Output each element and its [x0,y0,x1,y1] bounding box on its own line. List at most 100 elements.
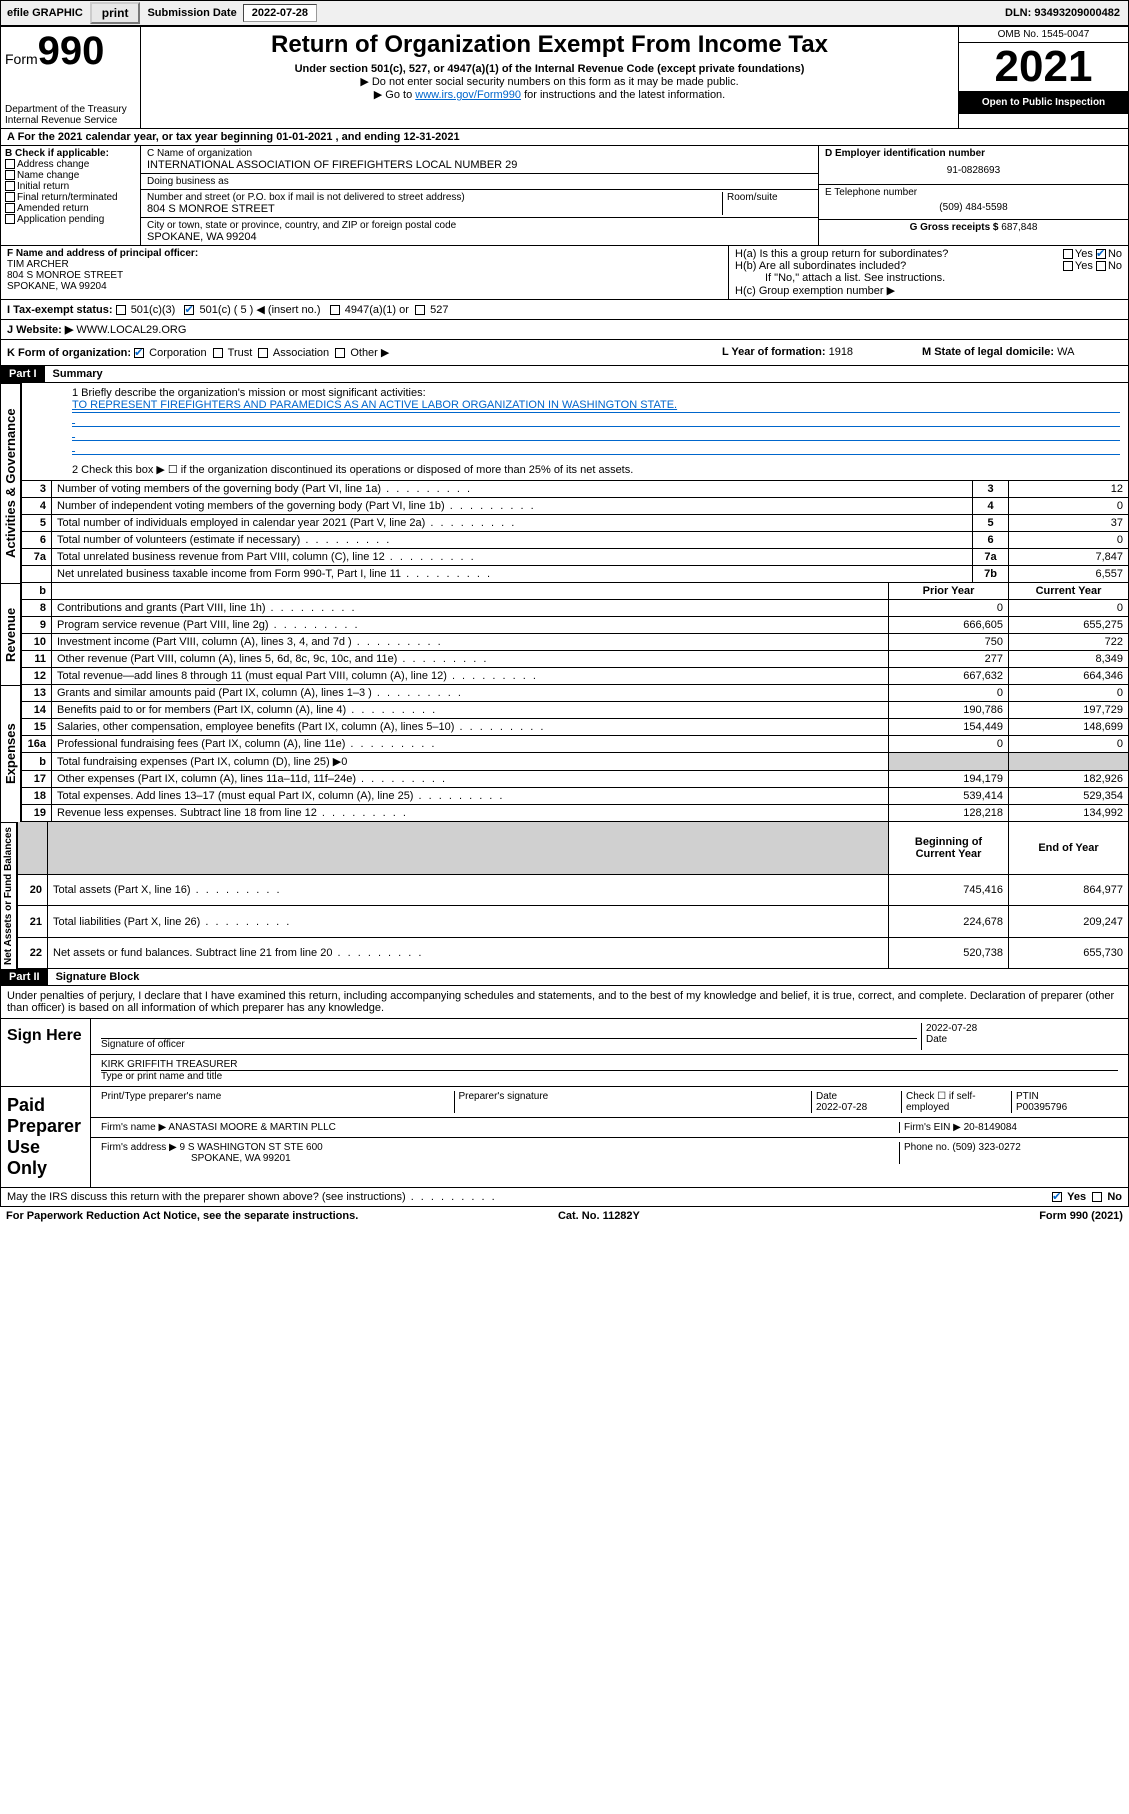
submission-date: 2022-07-28 [243,4,317,22]
check-address-change[interactable]: Address change [5,159,136,170]
tax-year: 2021 [959,43,1128,91]
dba-label: Doing business as [141,174,818,190]
form-year-block: OMB No. 1545-0047 2021 Open to Public In… [958,27,1128,128]
tax-exempt-status-row: I Tax-exempt status: 501(c)(3) 501(c) ( … [0,300,1129,320]
check-501c[interactable] [184,305,194,315]
revenue-table: bPrior YearCurrent Year 8Contributions a… [21,583,1129,685]
officer-addr2: SPOKANE, WA 99204 [7,281,107,292]
firm-phone: (509) 323-0272 [952,1142,1020,1153]
perjury-declaration: Under penalties of perjury, I declare th… [0,986,1129,1019]
firm-addr2: SPOKANE, WA 99201 [101,1153,291,1164]
form-id-block: Form990 Department of the Treasury Inter… [1,27,141,128]
efile-label: efile GRAPHIC [1,5,89,21]
paid-preparer-label: Paid Preparer Use Only [1,1087,91,1187]
summary-governance-block: Activities & Governance 1 Briefly descri… [0,383,1129,583]
public-inspection-badge: Open to Public Inspection [959,91,1128,114]
page-footer: For Paperwork Reduction Act Notice, see … [0,1207,1129,1225]
principal-officer: F Name and address of principal officer:… [1,246,728,299]
check-other[interactable] [335,348,345,358]
check-501c3[interactable] [116,305,126,315]
room-suite-label: Room/suite [722,192,812,215]
form-title: Return of Organization Exempt From Incom… [145,31,954,59]
year-formation: 1918 [829,346,853,358]
ptin-value: P00395796 [1016,1102,1067,1113]
may-yes-check[interactable] [1052,1192,1062,1202]
form-title-block: Return of Organization Exempt From Incom… [141,27,958,128]
org-name-label: C Name of organization [147,148,812,159]
check-initial-return[interactable]: Initial return [5,181,136,192]
side-label-governance: Activities & Governance [0,383,21,583]
side-label-netassets: Net Assets or Fund Balances [0,822,17,969]
street-address: 804 S MONROE STREET [147,203,722,215]
firm-addr1: 9 S WASHINGTON ST STE 600 [180,1142,323,1153]
sign-here-block: Sign Here Signature of officer 2022-07-2… [0,1019,1129,1087]
side-label-revenue: Revenue [0,583,21,685]
group-return-block: H(a) Is this a group return for subordin… [728,246,1128,299]
check-amended-return[interactable]: Amended return [5,203,136,214]
check-applicable-column: B Check if applicable: Address change Na… [1,146,141,245]
form-subtitle: Under section 501(c), 527, or 4947(a)(1)… [145,63,954,75]
identity-block: B Check if applicable: Address change Na… [0,146,1129,246]
ha-no-check [1096,249,1106,259]
side-label-expenses: Expenses [0,685,21,822]
expenses-table: 13Grants and similar amounts paid (Part … [21,685,1129,822]
check-final-return[interactable]: Final return/terminated [5,192,136,203]
check-association[interactable] [258,348,268,358]
may-no-check[interactable] [1092,1192,1102,1202]
org-info-column: C Name of organization INTERNATIONAL ASS… [141,146,818,245]
submission-label: Submission Date [141,5,242,21]
dln-value: DLN: 93493209000482 [997,5,1128,21]
tax-year-range: A For the 2021 calendar year, or tax yea… [0,129,1129,146]
check-name-change[interactable]: Name change [5,170,136,181]
ein-phone-column: D Employer identification number 91-0828… [818,146,1128,245]
telephone-label: E Telephone number [825,187,1122,198]
officer-name: TIM ARCHER [7,259,69,270]
form-ref: Form 990 (2021) [1039,1210,1123,1222]
firm-ein: 20-8149084 [964,1122,1017,1133]
sign-here-label: Sign Here [1,1019,91,1086]
governance-table: 3Number of voting members of the governi… [21,481,1129,583]
gross-receipts-value: 687,848 [1001,222,1037,233]
mission-text: TO REPRESENT FIREFIGHTERS AND PARAMEDICS… [72,399,1120,413]
print-button[interactable]: print [90,2,141,24]
top-toolbar: efile GRAPHIC print Submission Date 2022… [0,0,1129,26]
part-2-header: Part II Signature Block [0,969,1129,986]
signer-name: KIRK GRIFFITH TREASURER [101,1059,1118,1071]
telephone-value: (509) 484-5598 [825,198,1122,217]
paperwork-notice: For Paperwork Reduction Act Notice, see … [6,1210,358,1222]
department-label: Department of the Treasury Internal Reve… [5,104,136,126]
legal-domicile: WA [1057,346,1074,358]
check-trust[interactable] [213,348,223,358]
catalog-number: Cat. No. 11282Y [558,1210,640,1222]
form-prefix: Form [5,51,38,67]
form-number: 990 [38,29,105,73]
check-527[interactable] [415,305,425,315]
summary-expenses-block: Expenses 13Grants and similar amounts pa… [0,685,1129,822]
form-note-2: ▶ Go to www.irs.gov/Form990 for instruct… [145,88,954,101]
check-corporation[interactable] [134,348,144,358]
city-state-zip: SPOKANE, WA 99204 [147,231,812,243]
firm-name: ANASTASI MOORE & MARTIN PLLC [168,1122,335,1133]
check-application-pending[interactable]: Application pending [5,214,136,225]
gross-receipts-label: G Gross receipts $ [910,222,999,233]
col-b-header: B Check if applicable: [5,148,136,159]
website-value: WWW.LOCAL29.ORG [76,324,186,336]
city-label: City or town, state or province, country… [147,220,812,231]
omb-number: OMB No. 1545-0047 [959,27,1128,43]
prep-date: 2022-07-28 [816,1102,867,1113]
summary-netassets-block: Net Assets or Fund Balances Beginning of… [0,822,1129,969]
summary-revenue-block: Revenue bPrior YearCurrent Year 8Contrib… [0,583,1129,685]
form-note-1: ▶ Do not enter social security numbers o… [145,75,954,88]
website-row: J Website: ▶ WWW.LOCAL29.ORG [0,320,1129,340]
irs-link[interactable]: www.irs.gov/Form990 [415,89,521,101]
org-name: INTERNATIONAL ASSOCIATION OF FIREFIGHTER… [147,159,812,171]
check-4947[interactable] [330,305,340,315]
netassets-table: Beginning of Current YearEnd of Year 20T… [17,822,1129,969]
officer-addr1: 804 S MONROE STREET [7,270,123,281]
paid-preparer-block: Paid Preparer Use Only Print/Type prepar… [0,1087,1129,1188]
officer-group-block: F Name and address of principal officer:… [0,246,1129,300]
form-header: Form990 Department of the Treasury Inter… [0,26,1129,129]
may-discuss-row: May the IRS discuss this return with the… [0,1188,1129,1207]
part-1-header: Part I Summary [0,366,1129,383]
org-form-row: K Form of organization: Corporation Trus… [0,340,1129,366]
